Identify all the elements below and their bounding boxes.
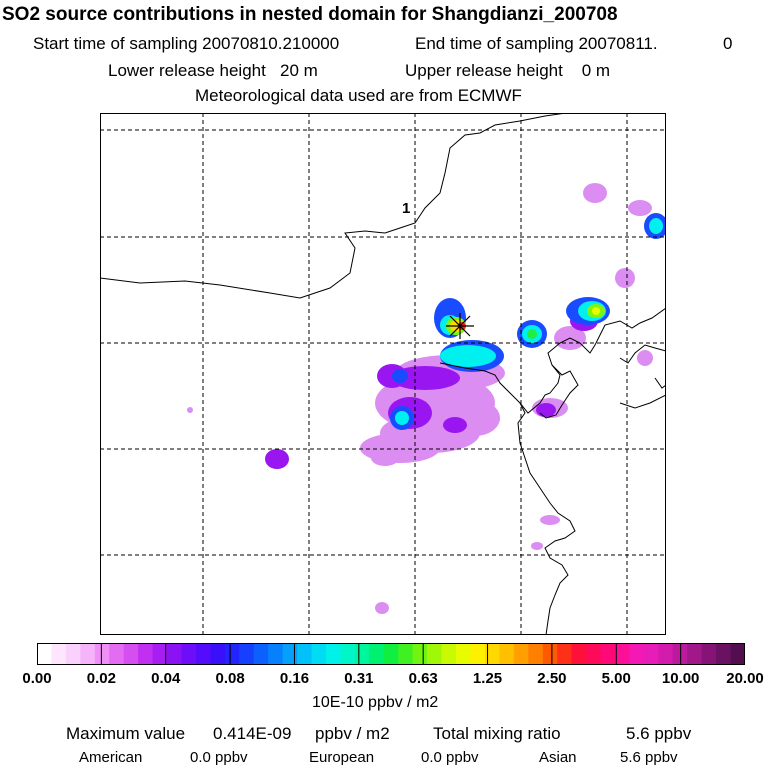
colorbar-tick-label: 5.00 — [601, 670, 631, 687]
colorbar-tick-label: 10.00 — [661, 670, 700, 687]
colorbar-cell — [65, 643, 81, 665]
colorbar-tick-label: 1.25 — [472, 670, 503, 687]
colorbar-tick-label: 2.50 — [537, 670, 567, 687]
colorbar-cell — [138, 643, 154, 665]
colorbar-cell — [152, 643, 168, 665]
colorbar-cell — [456, 643, 471, 665]
colorbar-cell — [94, 643, 110, 665]
coastline — [100, 113, 666, 635]
start-time: Start time of sampling 20070810.210000 — [33, 34, 340, 53]
lower-release-height: Lower release height 20 m — [108, 61, 318, 80]
colorbar-cell — [51, 643, 67, 665]
colorbar-cell — [37, 643, 52, 665]
colorbar-cell — [528, 643, 544, 665]
colorbar-cell — [701, 643, 717, 665]
colorbar-tick-label: 0.08 — [215, 670, 245, 687]
plume-cyan — [395, 218, 663, 425]
colorbar-cell — [167, 643, 182, 665]
colorbar-cell — [268, 643, 284, 665]
colorbar-cell — [614, 643, 630, 665]
marker-label: 1 — [402, 200, 410, 217]
colorbar-cell — [542, 643, 558, 665]
colorbar-cell — [571, 643, 587, 665]
colorbar-tick-label: 20.00 — [726, 670, 764, 687]
end-time: End time of sampling 20070811. — [415, 34, 658, 53]
map-title: SO2 source contributions in nested domai… — [2, 4, 618, 25]
color-scale-bar — [37, 643, 745, 665]
colorbar-cell — [123, 643, 139, 665]
colorbar-cell — [181, 643, 197, 665]
colorbar-cell — [730, 643, 745, 665]
colorbar-cell — [643, 643, 659, 665]
colorbar-cell — [470, 643, 486, 665]
american-value: 0.0 ppbv — [190, 749, 248, 766]
colorbar-cell — [80, 643, 96, 665]
colorbar-cell — [658, 643, 674, 665]
colorbar-cell — [716, 643, 732, 665]
colorbar-cell — [354, 643, 370, 665]
colorbar-cell — [210, 643, 226, 665]
grid-lines — [100, 113, 666, 635]
colorbar-cell — [412, 643, 428, 665]
colorbar-cell — [340, 643, 356, 665]
plume-low-concentration — [187, 183, 653, 614]
colorbar-cell — [311, 643, 327, 665]
colorbar-cell — [441, 643, 457, 665]
colorbar-cell — [383, 643, 399, 665]
colorbar-cell — [369, 643, 385, 665]
end-time-suffix: 0 — [723, 34, 733, 53]
colorbar-tick-label: 0.02 — [86, 670, 116, 687]
colorbar-cell — [398, 643, 414, 665]
colorbar-cell — [499, 643, 515, 665]
colorbar-tick-label: 0.63 — [408, 670, 438, 687]
colorbar-cell — [297, 643, 313, 665]
colorbar-cell — [484, 643, 500, 665]
upper-release-height: Upper release height 0 m — [405, 61, 611, 80]
colorbar-cell — [282, 643, 298, 665]
colorbar-cell — [557, 643, 573, 665]
colorbar-cell — [513, 643, 529, 665]
total-mixing-label: Total mixing ratio — [433, 724, 561, 743]
colorbar-cell — [325, 643, 341, 665]
colorbar-cell — [629, 643, 645, 665]
met-data-source: Meteorological data used are from ECMWF — [195, 86, 522, 105]
total-mixing-value: 5.6 ppbv — [626, 724, 692, 743]
colorbar-tick-label: 0.04 — [151, 670, 181, 687]
colorbar-cell — [687, 643, 703, 665]
source-contribution-map: 1 — [100, 113, 666, 635]
max-value-label: Maximum value — [66, 724, 186, 743]
colorbar-tick-label: 0.00 — [22, 670, 52, 687]
colorbar-cell — [586, 643, 602, 665]
asian-value: 5.6 ppbv — [620, 749, 678, 766]
max-value: 0.414E-09 — [213, 724, 292, 743]
colorbar-cell — [427, 643, 443, 665]
colorbar-cell — [239, 643, 255, 665]
colorbar-tick-label: 0.31 — [344, 670, 374, 687]
colorbar-cell — [224, 643, 240, 665]
colorbar-cell — [600, 643, 616, 665]
european-value: 0.0 ppbv — [421, 749, 479, 766]
colorbar-cell — [253, 643, 269, 665]
colorbar-units: 10E-10 ppbv / m2 — [312, 694, 439, 711]
max-value-units: ppbv / m2 — [315, 724, 390, 743]
colorbar-cell — [195, 643, 211, 665]
plume-high — [446, 304, 605, 339]
colorbar-tick-label: 0.16 — [279, 670, 310, 687]
asian-label: Asian — [539, 749, 577, 766]
american-label: American — [79, 749, 143, 766]
european-label: European — [309, 749, 375, 766]
asterisk-icon — [446, 313, 474, 339]
colorbar-cell — [109, 643, 125, 665]
